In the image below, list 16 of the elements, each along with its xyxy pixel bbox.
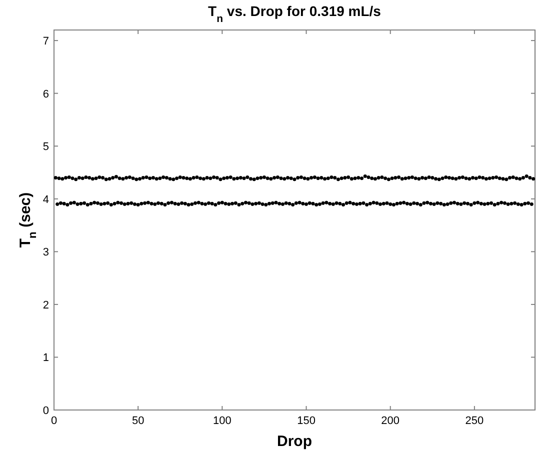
y-tick-label: 0 xyxy=(42,405,49,417)
x-tick-label: 0 xyxy=(50,415,58,427)
x-tick-label: 200 xyxy=(381,415,400,427)
y-tick-label: 6 xyxy=(42,88,49,100)
x-tick-label: 100 xyxy=(213,415,232,427)
y-tick-label: 3 xyxy=(42,246,49,259)
y-tick-label: 4 xyxy=(42,194,49,206)
y-tick-label: 7 xyxy=(42,36,49,48)
chart-title: T$_{n}$ vs. Drop for 0.319 mL/s xyxy=(208,3,382,25)
x-tick-label: 250 xyxy=(465,415,484,427)
x-axis-title: Drop xyxy=(277,433,312,450)
x-tick-label: 150 xyxy=(297,415,316,427)
y-tick-label: 1 xyxy=(42,352,49,364)
x-tick-label: 50 xyxy=(132,415,144,427)
y-tick-label: 2 xyxy=(42,299,49,312)
y-tick-label: 5 xyxy=(42,141,49,154)
